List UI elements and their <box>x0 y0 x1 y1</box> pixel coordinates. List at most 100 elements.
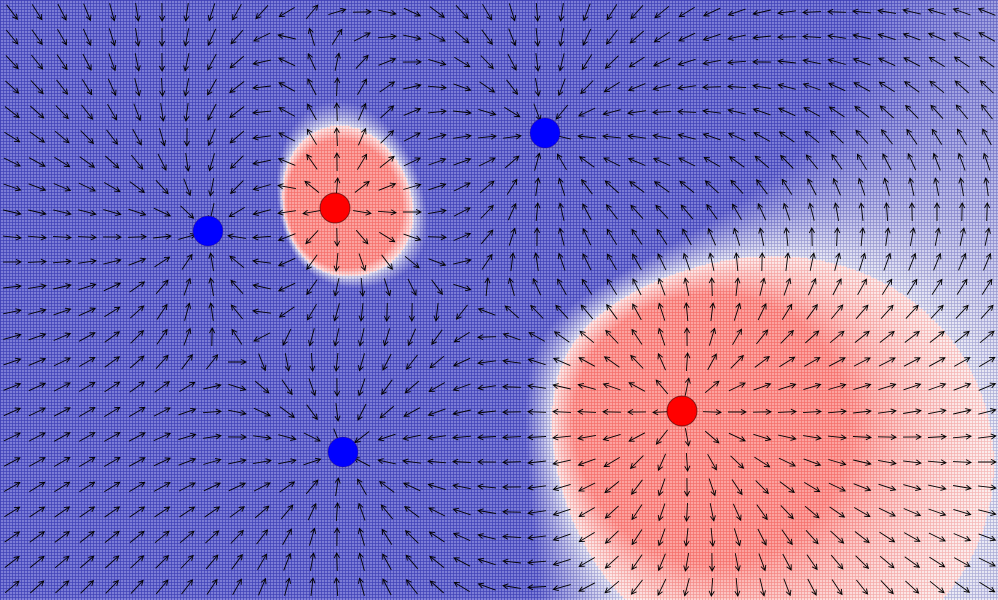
field-arrow <box>128 208 147 217</box>
field-arrow <box>877 57 896 67</box>
field-arrow <box>905 304 919 319</box>
field-arrow <box>757 528 767 546</box>
field-arrow <box>978 32 996 42</box>
field-arrow <box>129 281 146 293</box>
field-arrow <box>707 453 717 471</box>
field-arrow <box>83 3 92 22</box>
field-arrow <box>628 432 646 442</box>
field-arrow <box>852 434 872 441</box>
field-arrow <box>104 506 121 518</box>
field-arrow <box>54 531 70 543</box>
positive-charge-red-1[interactable] <box>319 192 351 224</box>
field-arrow <box>878 81 895 93</box>
field-arrow <box>28 308 47 315</box>
field-arrow <box>702 84 722 91</box>
field-arrow <box>102 234 122 241</box>
field-arrow <box>902 433 922 440</box>
field-arrow <box>834 252 841 271</box>
field-arrow <box>453 581 470 592</box>
field-arrow <box>358 328 365 347</box>
field-arrow <box>153 482 171 492</box>
field-arrow <box>453 557 471 567</box>
field-arrow <box>403 7 422 17</box>
field-arrow <box>382 353 392 371</box>
field-arrow <box>803 357 821 367</box>
field-arrow <box>508 28 517 47</box>
field-arrow <box>980 304 994 320</box>
field-arrow <box>632 253 642 271</box>
field-arrow <box>832 177 841 196</box>
field-arrow <box>778 382 797 391</box>
field-arrow <box>159 2 166 22</box>
field-arrow <box>827 57 846 65</box>
field-arrow <box>379 481 395 493</box>
field-arrow <box>282 328 292 346</box>
field-arrow <box>453 232 472 241</box>
field-arrow <box>927 7 946 16</box>
field-arrow <box>805 529 819 545</box>
field-arrow <box>904 330 920 343</box>
field-arrow <box>82 28 92 47</box>
field-arrow <box>254 505 270 519</box>
field-arrow <box>130 555 145 569</box>
field-arrow <box>655 379 669 395</box>
field-arrow <box>959 202 966 222</box>
field-arrow <box>803 107 821 117</box>
field-arrow <box>229 506 245 518</box>
field-arrow <box>759 277 766 296</box>
field-arrow <box>657 478 666 497</box>
field-arrow <box>931 278 943 295</box>
field-arrow <box>879 531 896 543</box>
field-arrow <box>53 209 72 216</box>
field-arrow <box>984 202 991 222</box>
field-arrow <box>480 229 494 245</box>
field-arrow <box>429 580 445 594</box>
field-arrow <box>333 152 340 172</box>
field-arrow <box>104 530 120 543</box>
field-arrow <box>3 209 22 216</box>
field-arrow <box>657 553 666 572</box>
negative-charge-blue-1[interactable] <box>192 215 224 247</box>
field-arrow <box>129 530 145 543</box>
field-arrow <box>231 328 243 345</box>
field-arrow <box>357 403 367 421</box>
field-arrow <box>631 529 643 546</box>
field-arrow <box>904 556 921 568</box>
field-arrow <box>684 428 691 447</box>
field-arrow <box>3 332 22 340</box>
field-arrow <box>557 278 567 296</box>
field-arrow <box>780 505 794 520</box>
field-arrow <box>979 581 996 593</box>
field-arrow <box>207 3 216 22</box>
field-arrow <box>552 408 572 415</box>
field-arrow <box>631 228 643 245</box>
field-arrow <box>709 552 716 572</box>
field-arrow <box>752 58 772 65</box>
field-arrow <box>557 153 567 171</box>
field-arrow <box>954 330 970 343</box>
field-arrow <box>781 303 793 320</box>
field-arrow <box>777 107 796 117</box>
field-arrow <box>606 303 618 320</box>
field-arrow <box>927 459 947 466</box>
field-arrow <box>452 357 471 367</box>
field-arrow <box>928 508 947 517</box>
field-arrow <box>577 408 597 415</box>
field-arrow <box>683 528 690 547</box>
negative-charge-blue-3[interactable] <box>327 436 359 468</box>
field-arrow <box>3 157 21 167</box>
field-arrow <box>154 530 170 544</box>
field-arrow <box>782 202 791 221</box>
field-arrow <box>708 478 717 497</box>
positive-charge-red-2[interactable] <box>666 395 698 427</box>
field-arrow <box>558 3 565 22</box>
field-arrow <box>480 55 494 70</box>
field-arrow <box>5 29 19 45</box>
field-arrow <box>107 103 117 121</box>
field-arrow <box>477 508 496 515</box>
negative-charge-blue-2[interactable] <box>529 117 561 149</box>
field-arrow <box>777 408 797 415</box>
field-arrow <box>331 28 343 45</box>
field-arrow <box>728 409 747 415</box>
field-arrow <box>502 383 522 390</box>
